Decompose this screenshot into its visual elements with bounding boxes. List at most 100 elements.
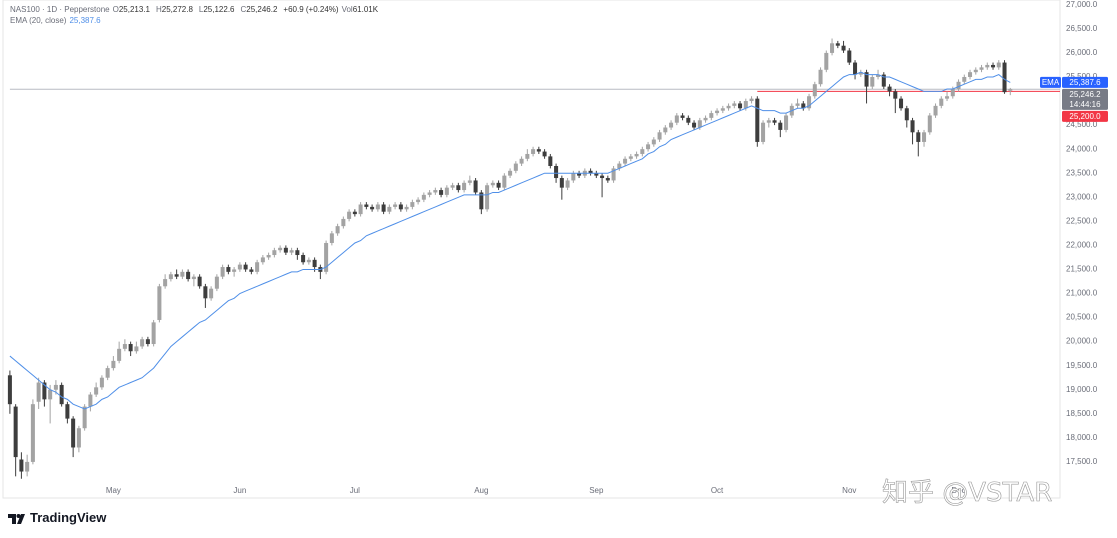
candle-body (145, 339, 150, 345)
candle-body (778, 122, 783, 130)
candle-body (99, 377, 104, 388)
candle-body (13, 406, 18, 458)
price-label-box (1062, 88, 1108, 110)
x-tick-label: Jun (233, 486, 246, 495)
plot-frame (2, 0, 1061, 499)
candle-body (916, 132, 921, 142)
candle-body (295, 250, 300, 256)
candle-body (651, 139, 656, 145)
candle-body (358, 204, 363, 215)
candle-body (513, 163, 518, 171)
candle-body (301, 255, 306, 263)
candle-body (370, 206, 375, 210)
candle-body (59, 384, 64, 405)
x-tick-label: Sep (589, 486, 604, 495)
candle-body (341, 218, 346, 227)
candle-body (490, 182, 495, 186)
candle-body (600, 175, 605, 179)
candle-body (962, 76, 967, 82)
y-tick-label: 21,000.0 (1066, 289, 1098, 298)
ohlc-value: 25,246.2 (246, 5, 278, 14)
candle-body (289, 250, 294, 253)
candle-body (772, 120, 777, 123)
x-tick-label: Oct (711, 486, 724, 495)
candle-body (743, 101, 748, 109)
candle-body (174, 274, 179, 277)
candle-body (657, 132, 662, 140)
candle-body (433, 190, 438, 193)
candle-body (835, 43, 840, 46)
candle-body (381, 204, 386, 212)
candle-body (163, 279, 168, 287)
candle-body (283, 247, 288, 253)
y-tick-label: 25,500.0 (1066, 72, 1098, 81)
candle-body (922, 132, 927, 142)
candle-body (870, 76, 875, 87)
candle-body (577, 173, 582, 176)
candle-body (7, 375, 12, 405)
candle-body (519, 158, 524, 164)
ohlc-item: O25,213.1 (113, 5, 153, 14)
ohlc-key: H (155, 5, 162, 14)
candle-body (88, 394, 93, 407)
candle-body (439, 190, 444, 195)
candle-body (352, 211, 357, 215)
candle-body (209, 288, 214, 299)
candle-body (19, 459, 24, 472)
price-label-box (1062, 110, 1108, 122)
candle-body (508, 170, 513, 176)
candle-body (945, 96, 950, 99)
candle-body (858, 72, 863, 75)
candle-body (795, 103, 800, 106)
candle-body (738, 103, 743, 109)
candle-body (237, 264, 242, 270)
candle-body (531, 149, 536, 154)
candle-body (329, 233, 334, 243)
volume-value: 61.01K (352, 5, 379, 14)
candle-body (375, 204, 380, 210)
candle-body (191, 276, 196, 280)
candle-body (387, 206, 392, 212)
candle-body (111, 360, 116, 369)
candle-body (1008, 89, 1013, 91)
candle-body (571, 173, 576, 181)
y-tick-label: 23,500.0 (1066, 168, 1098, 177)
indicator-name: EMA (20, close) (10, 16, 67, 25)
candle-body (703, 117, 708, 121)
candle-body (347, 211, 352, 219)
candle-body (65, 404, 70, 419)
candle-body (853, 62, 858, 75)
candle-body (726, 105, 731, 109)
y-tick-label: 24,000.0 (1066, 144, 1098, 153)
candle-body (450, 185, 455, 188)
candle-body (479, 192, 484, 210)
y-tick-label: 20,000.0 (1066, 337, 1098, 346)
candle-body (542, 151, 547, 157)
candle-body (404, 206, 409, 210)
candle-body (830, 43, 835, 53)
candle-body (82, 406, 87, 429)
candle-body (421, 194, 426, 200)
candle-body (634, 153, 639, 157)
candle-body (306, 259, 311, 263)
candle-body (232, 269, 237, 272)
candle-body (30, 404, 35, 462)
candle-body (525, 153, 530, 159)
candle-body (968, 72, 973, 77)
candle-body (122, 344, 127, 349)
candle-body (260, 257, 265, 263)
candle-body (784, 115, 789, 130)
y-tick-label: 18,500.0 (1066, 409, 1098, 418)
candle-body (134, 346, 139, 352)
candle-body (444, 187, 449, 195)
candle-body (864, 72, 869, 87)
candle-body (467, 180, 472, 183)
candle-body (881, 74, 886, 87)
candle-body (985, 64, 990, 68)
candle-body (94, 387, 99, 395)
candle-body (272, 250, 277, 256)
candle-body (801, 103, 806, 109)
candle-body (950, 89, 955, 97)
candle-body (462, 182, 467, 191)
